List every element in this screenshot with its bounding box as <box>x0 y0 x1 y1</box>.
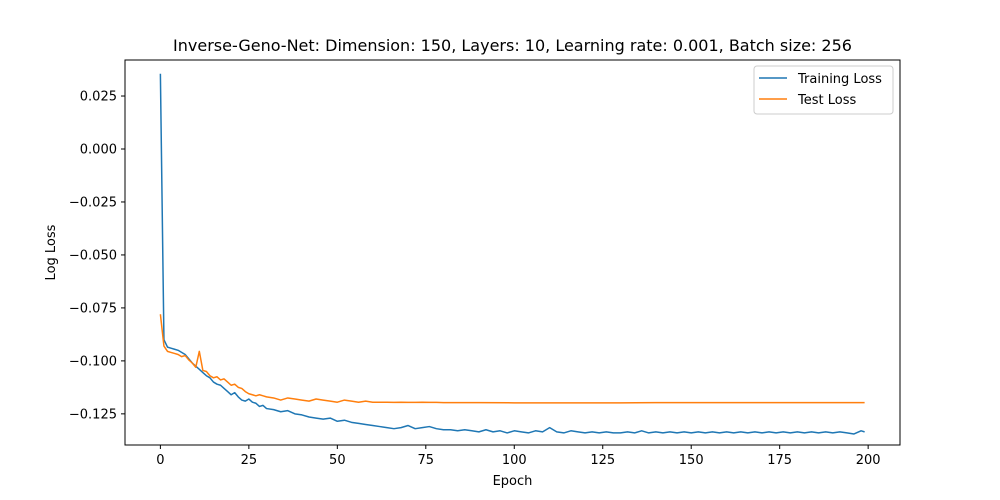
x-tick-label: 150 <box>679 453 704 468</box>
x-tick-label: 200 <box>856 453 881 468</box>
x-tick-label: 125 <box>590 453 615 468</box>
y-axis-label: Log Loss <box>44 224 59 280</box>
x-tick-label: 25 <box>241 453 258 468</box>
y-tick-label: −0.100 <box>69 354 117 369</box>
legend-label-test: Test Loss <box>797 93 856 108</box>
y-tick-label: −0.025 <box>69 195 117 210</box>
y-tick-label: −0.075 <box>69 301 117 316</box>
plot-area <box>159 73 865 435</box>
y-tick-label: 0.025 <box>80 90 117 105</box>
legend-label-training: Training Loss <box>797 72 882 87</box>
x-axis-label: Epoch <box>493 474 533 489</box>
y-tick-label: 0.000 <box>80 142 117 157</box>
chart-title: Inverse-Geno-Net: Dimension: 150, Layers… <box>173 36 852 55</box>
series-line-test <box>159 314 865 404</box>
x-tick-label: 50 <box>329 453 346 468</box>
series-line-training <box>159 73 865 435</box>
x-tick-label: 175 <box>767 453 792 468</box>
legend-box <box>753 65 894 115</box>
legend: Training Loss Test Loss <box>753 65 894 115</box>
y-tick-label: −0.050 <box>69 248 117 263</box>
x-tick-label: 0 <box>156 453 164 468</box>
plot-frame <box>124 59 901 446</box>
x-tick-label: 75 <box>418 453 435 468</box>
y-axis: 0.025 0.000 −0.025 −0.050 −0.075 −0.100 −0.125 <box>69 90 125 422</box>
x-axis: 0 25 50 75 100 125 150 175 200 <box>156 445 881 468</box>
y-tick-label: −0.125 <box>69 407 117 422</box>
x-tick-label: 100 <box>502 453 527 468</box>
